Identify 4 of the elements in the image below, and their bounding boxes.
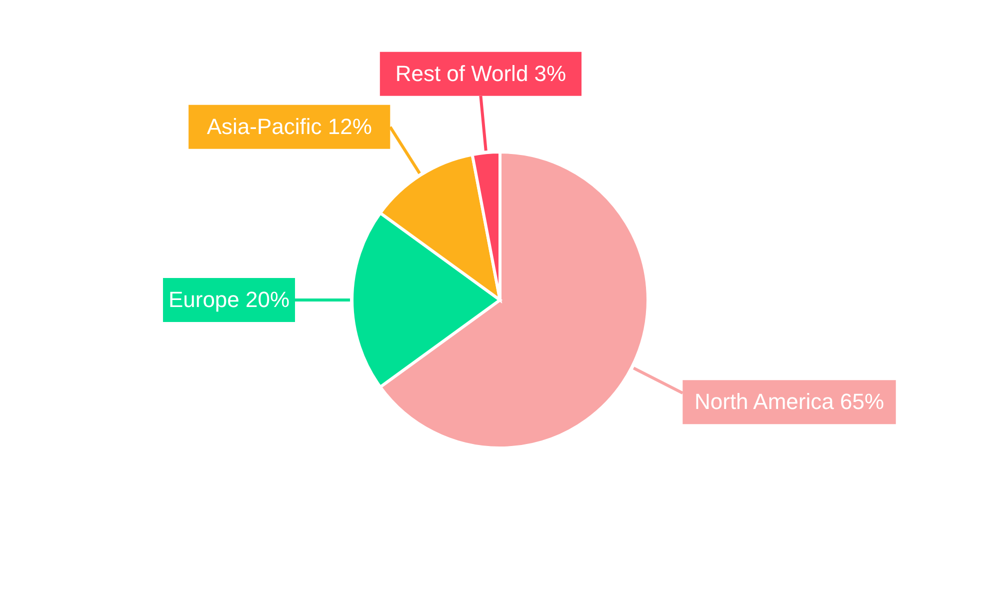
slice-label: Rest of World 3% <box>395 60 566 86</box>
slice-label: North America 65% <box>694 389 884 414</box>
slice-label: Europe 20% <box>168 287 290 312</box>
slice-label: Asia-Pacific 12% <box>206 114 372 139</box>
